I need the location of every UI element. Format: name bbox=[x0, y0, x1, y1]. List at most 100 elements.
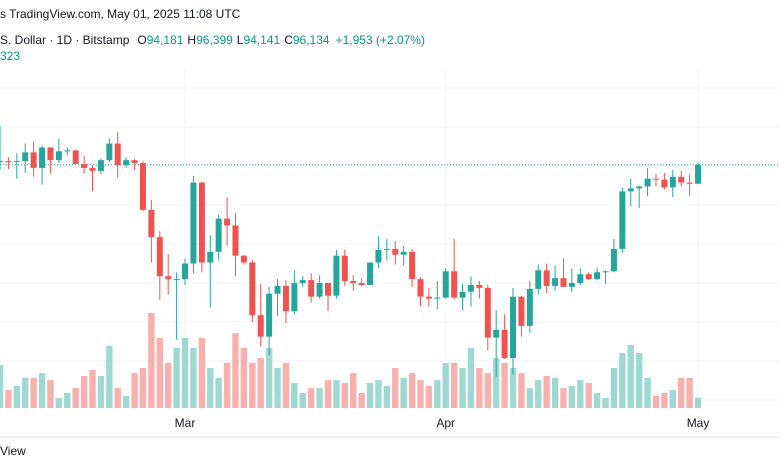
candle-body bbox=[552, 278, 559, 286]
volume-bar bbox=[350, 373, 357, 408]
candle-body bbox=[451, 271, 458, 298]
candle-body bbox=[299, 280, 306, 283]
volume-bar bbox=[644, 377, 651, 408]
volume-legend: 323 bbox=[0, 49, 20, 63]
volume-bar bbox=[80, 376, 88, 408]
candle-body bbox=[156, 237, 163, 277]
candle-body bbox=[324, 283, 331, 296]
volume-bar bbox=[122, 395, 130, 408]
volume-bar bbox=[459, 368, 466, 408]
ohlc-key: L bbox=[237, 33, 244, 47]
volume-bar bbox=[408, 373, 416, 408]
volume-bar bbox=[619, 352, 626, 408]
candle-body bbox=[594, 272, 601, 280]
volume-bar bbox=[148, 312, 155, 408]
volume-bar bbox=[602, 398, 609, 408]
volume-bar bbox=[257, 358, 264, 408]
candle-body bbox=[55, 151, 62, 161]
volume-bar bbox=[0, 365, 4, 408]
candle-body bbox=[476, 284, 483, 288]
volume-bar bbox=[207, 368, 214, 408]
volume-bar bbox=[55, 398, 63, 408]
volume-bar bbox=[22, 377, 29, 408]
volume-bar bbox=[198, 337, 206, 408]
volume-bar bbox=[551, 377, 559, 408]
volume-bar bbox=[299, 392, 306, 408]
volume-bar bbox=[526, 388, 534, 408]
candle-body bbox=[518, 296, 525, 326]
volume-bar bbox=[89, 369, 96, 408]
candle-body bbox=[669, 176, 676, 188]
candle-body bbox=[535, 270, 542, 289]
volume-bar bbox=[442, 362, 449, 408]
change: +1,953 (+2.07%) bbox=[336, 33, 425, 47]
x-tick-label: Mar bbox=[175, 416, 196, 430]
volume-bar bbox=[661, 392, 668, 408]
volume-bar bbox=[265, 347, 273, 408]
volume-bar bbox=[173, 347, 180, 408]
candle-body bbox=[501, 329, 508, 359]
candle-body bbox=[602, 271, 609, 273]
candle-body bbox=[173, 279, 180, 281]
volume-bar bbox=[484, 373, 491, 408]
candle-layer bbox=[0, 126, 702, 377]
candle-body bbox=[139, 163, 146, 210]
candle-body bbox=[585, 274, 592, 280]
volume-bar bbox=[274, 368, 281, 408]
candle-body bbox=[493, 329, 500, 338]
volume-bar bbox=[156, 337, 163, 408]
candle-body bbox=[182, 263, 189, 280]
volume-bar bbox=[139, 368, 147, 408]
volume-bar bbox=[181, 337, 189, 408]
candle-body bbox=[425, 296, 432, 299]
volume-bar bbox=[635, 352, 643, 408]
candle-body bbox=[510, 296, 517, 359]
ohlc-key: O bbox=[137, 33, 146, 47]
candle-body bbox=[291, 283, 298, 312]
volume-bar bbox=[669, 390, 676, 408]
candle-body bbox=[148, 209, 155, 238]
candle-body bbox=[341, 255, 348, 282]
volume-bar bbox=[291, 383, 298, 408]
volume-bar bbox=[476, 368, 483, 408]
candle-body bbox=[22, 152, 29, 162]
volume-bar bbox=[425, 385, 433, 408]
volume-bar bbox=[47, 380, 54, 408]
candle-body bbox=[627, 188, 634, 192]
volume-bar bbox=[249, 362, 256, 408]
ohlc-key: C bbox=[284, 33, 293, 47]
volume-bar bbox=[165, 362, 172, 408]
candle-body bbox=[215, 218, 222, 252]
candle-body bbox=[695, 164, 702, 184]
volume-bar bbox=[593, 392, 601, 408]
candle-body bbox=[484, 287, 491, 338]
candle-body bbox=[577, 274, 584, 283]
candle-body bbox=[30, 152, 37, 168]
candle-body bbox=[47, 147, 54, 161]
volume-bar bbox=[627, 344, 634, 408]
volume-bar bbox=[232, 333, 239, 408]
candle-body bbox=[652, 178, 659, 180]
candle-body bbox=[131, 160, 138, 164]
candle-body bbox=[367, 262, 374, 285]
volume-bar bbox=[30, 377, 37, 408]
volume-bar bbox=[652, 395, 660, 408]
volume-bar bbox=[131, 373, 138, 408]
candle-body bbox=[198, 182, 205, 263]
candle-body bbox=[568, 283, 575, 287]
candle-body bbox=[282, 285, 289, 312]
x-tick-label: May bbox=[687, 416, 710, 430]
candle-body bbox=[81, 164, 88, 168]
volume-bar bbox=[114, 388, 121, 408]
volume-bar bbox=[467, 347, 475, 408]
volume-bar bbox=[341, 383, 349, 408]
volume-bar bbox=[375, 380, 382, 408]
x-axis: Mar Apr May bbox=[175, 416, 710, 430]
volume-bar bbox=[324, 380, 332, 408]
volume-bar bbox=[610, 368, 618, 408]
candle-body bbox=[409, 251, 416, 280]
candle-body bbox=[543, 270, 550, 286]
volume-layer bbox=[0, 312, 702, 408]
